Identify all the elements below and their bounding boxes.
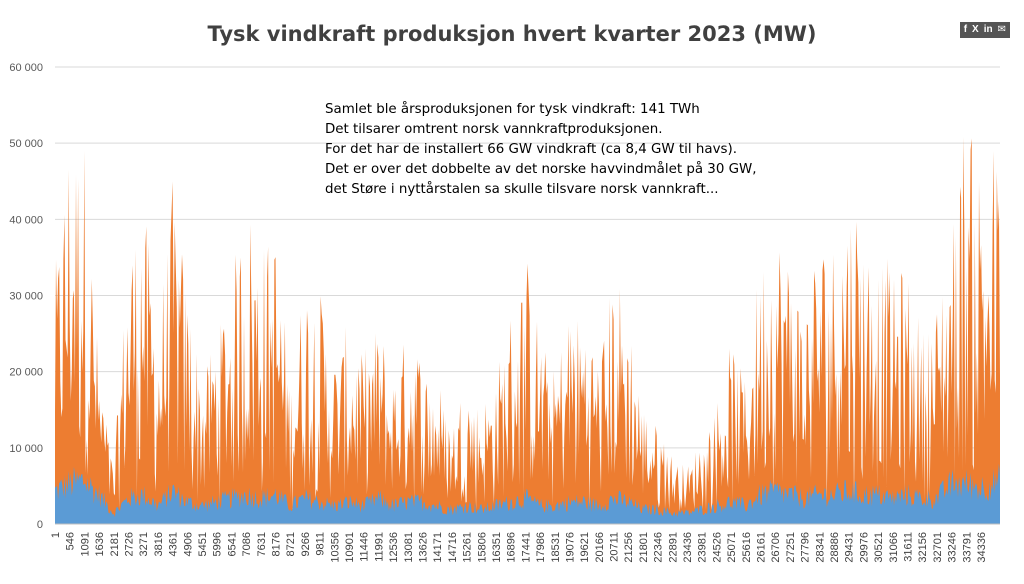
x-tick-label: 12536 xyxy=(388,532,400,563)
x-tick-label: 10901 xyxy=(344,532,356,563)
y-tick-label: 20 000 xyxy=(9,367,43,379)
x-tick-label: 16896 xyxy=(506,532,518,563)
x-tick-label: 2726 xyxy=(124,532,136,556)
x-tick-label: 5996 xyxy=(212,532,224,556)
x-tick-label: 18531 xyxy=(550,532,562,563)
series-orange-area xyxy=(55,136,1000,524)
x-tick-label: 13081 xyxy=(403,532,415,563)
x-tick-label: 7631 xyxy=(256,532,268,556)
x-tick-label: 6541 xyxy=(226,532,238,556)
x-tick-label: 2181 xyxy=(109,532,121,556)
x-tick-label: 23436 xyxy=(682,532,694,563)
chart-title: Tysk vindkraft produksjon hvert kvarter … xyxy=(207,22,817,46)
share-bar: f X in ✉ xyxy=(959,22,1010,38)
y-tick-label: 40 000 xyxy=(9,214,43,226)
mail-icon[interactable]: ✉ xyxy=(997,24,1006,35)
x-tick-label: 15806 xyxy=(476,532,488,563)
annotation-line: Samlet ble årsproduksjonen for tysk vind… xyxy=(325,102,700,117)
x-tick-label: 3816 xyxy=(153,532,165,556)
x-tick-label: 23981 xyxy=(697,532,709,563)
x-tick-label: 11991 xyxy=(373,532,385,562)
x-tick-label: 28886 xyxy=(829,532,841,563)
x-tick-label: 22891 xyxy=(667,532,679,563)
annotation-line: det Støre i nyttårstalen sa skulle tilsv… xyxy=(325,182,719,197)
x-tick-label: 16351 xyxy=(491,532,503,563)
x-tick-label: 20711 xyxy=(609,532,621,562)
x-tick-label: 546 xyxy=(65,532,77,550)
facebook-icon[interactable]: f xyxy=(963,24,968,35)
x-tick-label: 27251 xyxy=(785,532,797,563)
x-tick-label: 34336 xyxy=(976,532,988,563)
x-tick-label: 13626 xyxy=(418,532,430,563)
series-blue-area xyxy=(55,463,1000,524)
x-tick-label: 22346 xyxy=(653,532,665,563)
x-tick-label: 15261 xyxy=(462,532,474,563)
x-icon[interactable]: X xyxy=(972,24,979,35)
annotation-text: Samlet ble årsproduksjonen for tysk vind… xyxy=(325,100,756,200)
x-tick-label: 26706 xyxy=(770,532,782,563)
annotation-line: Det er over det dobbelte av det norske h… xyxy=(325,162,757,177)
x-tick-label: 21256 xyxy=(623,532,635,563)
x-tick-label: 29976 xyxy=(858,532,870,563)
x-tick-label: 11446 xyxy=(359,532,371,562)
x-tick-label: 20166 xyxy=(594,532,606,563)
x-tick-label: 26161 xyxy=(756,532,768,563)
x-tick-label: 3271 xyxy=(138,532,150,556)
annotation-line: For det har de installert 66 GW vindkraf… xyxy=(325,142,737,157)
x-tick-label: 8176 xyxy=(271,532,283,556)
x-tick-label: 8721 xyxy=(285,532,297,556)
x-tick-label: 25071 xyxy=(726,532,738,563)
x-tick-label: 21801 xyxy=(638,532,650,563)
linkedin-icon[interactable]: in xyxy=(983,24,993,35)
x-tick-label: 25616 xyxy=(741,532,753,563)
x-tick-label: 4361 xyxy=(168,532,180,556)
x-tick-label: 17441 xyxy=(520,532,532,563)
y-tick-label: 30 000 xyxy=(9,291,43,303)
x-tick-label: 5451 xyxy=(197,532,209,556)
annotation-line: Det tilsarer omtrent norsk vannkraftprod… xyxy=(325,122,663,137)
y-tick-label: 0 xyxy=(37,519,43,531)
x-tick-label: 9811 xyxy=(315,532,327,556)
x-tick-label: 30521 xyxy=(873,532,885,563)
x-tick-label: 19076 xyxy=(565,532,577,563)
x-tick-label: 14171 xyxy=(432,532,444,563)
x-tick-label: 9266 xyxy=(300,532,312,556)
x-tick-label: 14716 xyxy=(447,532,459,563)
x-tick-label: 1636 xyxy=(94,532,106,556)
x-tick-label: 28341 xyxy=(814,532,826,563)
x-tick-label: 1 xyxy=(50,532,62,538)
y-tick-label: 50 000 xyxy=(9,138,43,150)
x-tick-label: 10356 xyxy=(329,532,341,563)
y-tick-label: 60 000 xyxy=(9,62,43,74)
x-tick-label: 4906 xyxy=(182,532,194,556)
y-tick-label: 10 000 xyxy=(9,443,43,455)
x-tick-label: 17986 xyxy=(535,532,547,563)
x-tick-label: 32701 xyxy=(932,532,944,563)
x-tick-label: 32156 xyxy=(917,532,929,563)
x-tick-label: 24526 xyxy=(711,532,723,563)
x-tick-label: 7086 xyxy=(241,532,253,556)
x-tick-label: 31611 xyxy=(903,532,915,562)
x-tick-label: 33246 xyxy=(947,532,959,563)
x-tick-label: 19621 xyxy=(579,532,591,563)
x-tick-label: 29431 xyxy=(844,532,856,563)
x-tick-label: 33791 xyxy=(961,532,973,563)
x-tick-label: 27796 xyxy=(800,532,812,563)
x-tick-label: 31066 xyxy=(888,532,900,563)
x-tick-label: 1091 xyxy=(79,532,91,556)
